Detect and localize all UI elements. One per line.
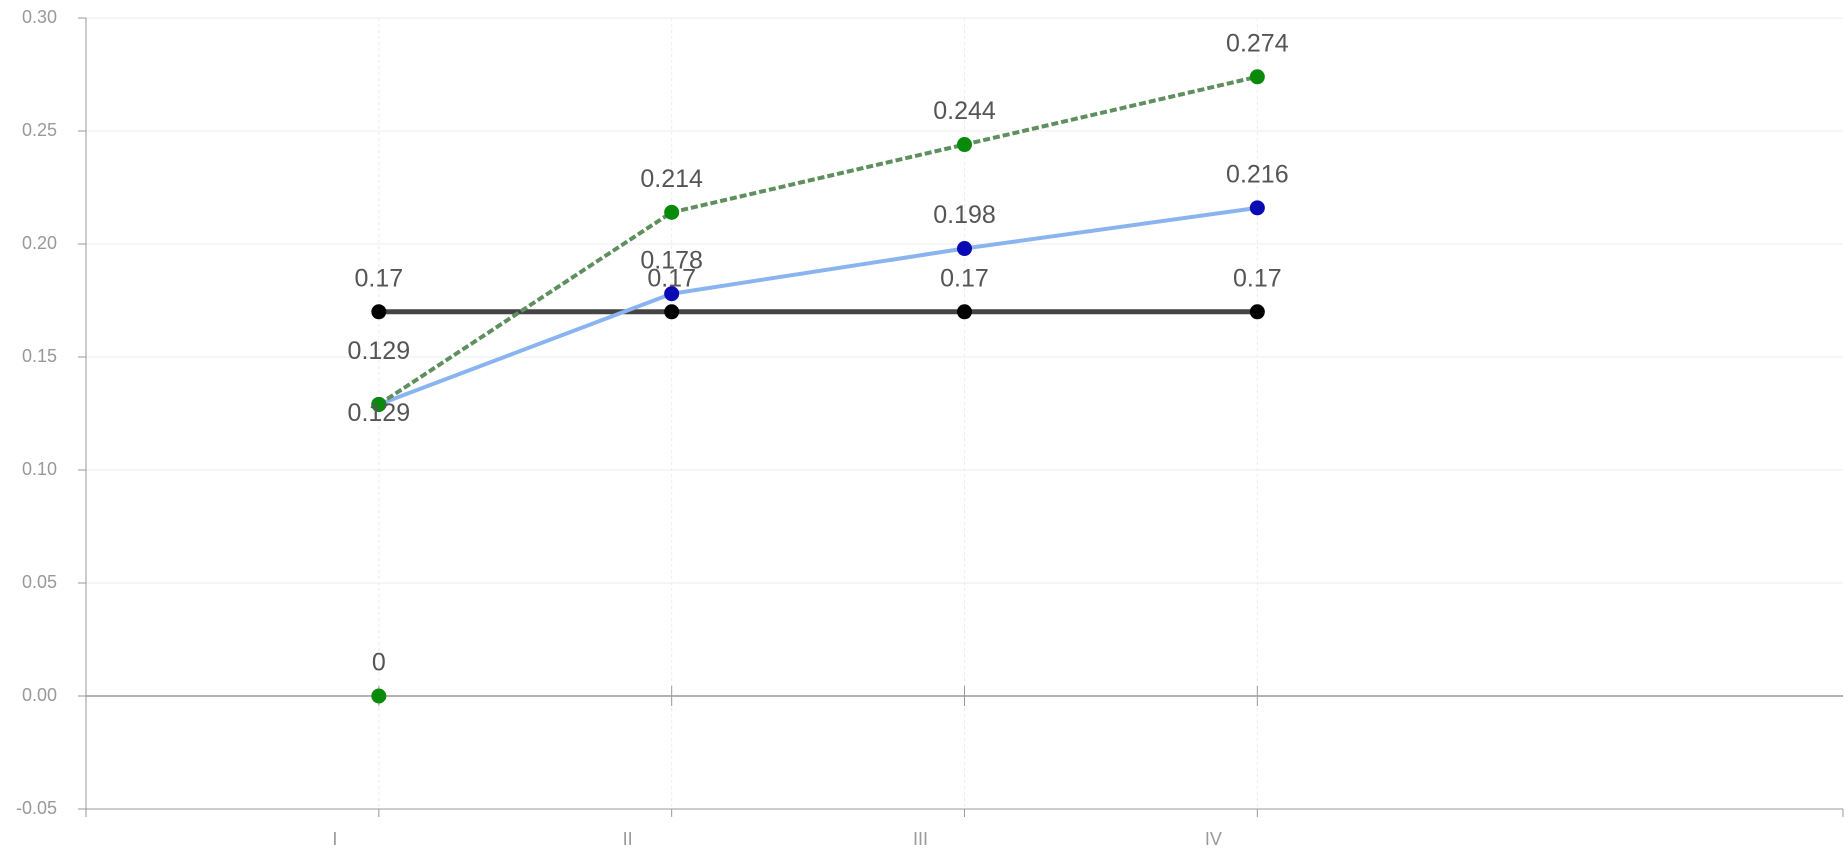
y-tick-label: 0.25	[22, 120, 57, 140]
data-label: 0.17	[647, 264, 696, 292]
data-point	[664, 286, 680, 302]
data-label: 0.17	[1233, 264, 1282, 292]
y-tick-label: -0.05	[16, 798, 57, 818]
data-point	[957, 304, 972, 320]
x-tick-label: IV	[1205, 829, 1222, 849]
x-tick-label: II	[623, 829, 633, 849]
series-line	[378, 205, 1258, 407]
series-line	[377, 74, 1258, 407]
data-point	[1249, 69, 1265, 85]
data-point	[957, 241, 972, 257]
data-point	[957, 137, 972, 153]
y-tick-label: 0.30	[22, 7, 57, 27]
data-label: 0.244	[933, 97, 996, 125]
data-label: 0.178	[640, 246, 703, 274]
data-label: 0.198	[933, 201, 996, 229]
data-point	[371, 304, 387, 320]
data-point	[664, 204, 680, 220]
data-point	[664, 304, 680, 320]
data-point	[371, 688, 387, 704]
data-label: 0.129	[348, 399, 411, 427]
data-point	[1249, 200, 1265, 216]
data-point	[371, 396, 387, 412]
y-tick-label: 0.15	[22, 346, 57, 366]
data-label: 0.17	[354, 264, 403, 292]
data-label: 0.216	[1226, 160, 1289, 188]
y-tick-label: 0.05	[22, 572, 57, 592]
y-tick-label: 0.00	[22, 685, 57, 705]
data-label: 0.274	[1226, 29, 1289, 57]
data-point	[1249, 304, 1265, 320]
y-tick-label: 0.20	[22, 233, 57, 253]
data-label: 0.17	[940, 264, 989, 292]
data-label: 0	[372, 649, 386, 677]
y-tick-label: 0.10	[22, 459, 57, 479]
data-label: 0.214	[640, 165, 703, 193]
data-label: 0.129	[348, 337, 411, 365]
x-tick-label: III	[913, 829, 928, 849]
x-tick-label: I	[332, 829, 337, 849]
